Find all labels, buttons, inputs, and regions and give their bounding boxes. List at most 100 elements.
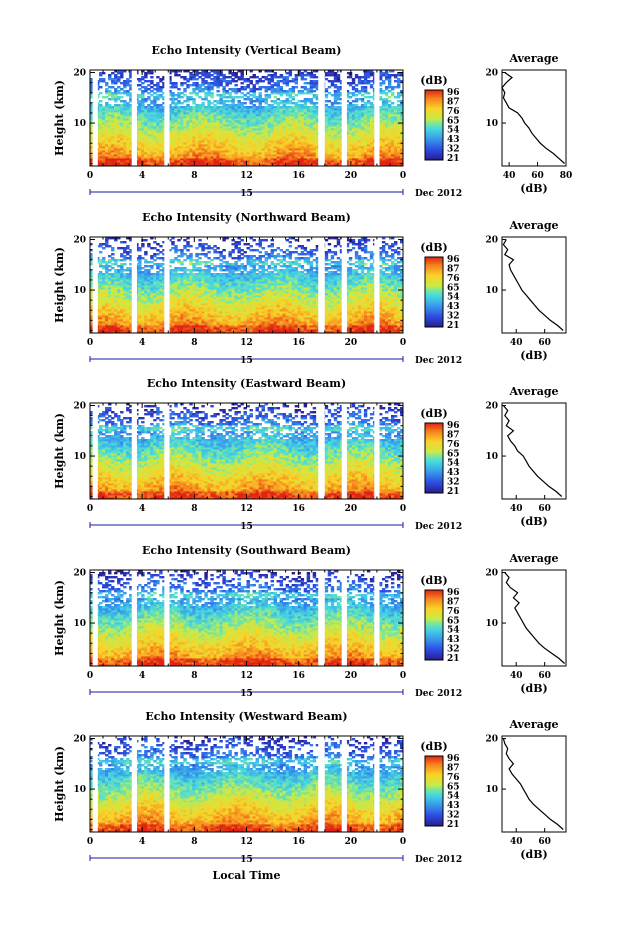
heatmap-cell: [252, 154, 256, 157]
heatmap-cell: [195, 92, 199, 95]
heatmap-cell: [177, 158, 181, 161]
heatmap-cell: [156, 150, 160, 153]
heatmap-cell: [105, 134, 109, 137]
heatmap-cell: [270, 90, 274, 93]
heatmap-cell: [327, 124, 332, 127]
heatmap-cell: [147, 144, 151, 147]
heatmap-cell: [189, 126, 193, 129]
heatmap-cell: [396, 164, 401, 167]
heatmap-cell: [144, 132, 148, 135]
heatmap-cell: [162, 112, 166, 115]
heatmap-cell: [162, 158, 166, 161]
heatmap-cell: [162, 138, 166, 141]
heatmap-cell: [168, 70, 172, 73]
heatmap-cell: [249, 132, 253, 135]
heatmap-cell: [390, 150, 395, 153]
heatmap-cell: [282, 130, 287, 133]
heatmap-cell: [219, 140, 223, 143]
heatmap-cell: [153, 140, 157, 143]
heatmap-cell: [156, 124, 160, 127]
heatmap-cell: [303, 154, 308, 157]
heatmap-cell: [312, 158, 317, 161]
heatmap-cell: [357, 92, 362, 95]
average-y-tick-label: 10: [485, 119, 498, 129]
heatmap-cell: [183, 164, 187, 167]
heatmap-cell: [363, 80, 368, 83]
heatmap-cell: [369, 156, 374, 159]
heatmap-cell: [261, 130, 265, 133]
heatmap-cell: [360, 118, 365, 121]
heatmap-cell: [333, 100, 338, 103]
heatmap-cell: [273, 144, 277, 147]
heatmap-cell: [114, 106, 118, 109]
heatmap-cell: [114, 329, 118, 332]
heatmap-cell: [129, 128, 133, 131]
heatmap-cell: [150, 136, 154, 139]
heatmap-cell: [117, 112, 121, 115]
heatmap-cell: [390, 130, 395, 133]
heatmap-cell: [90, 118, 94, 121]
heatmap-cell: [105, 108, 109, 111]
heatmap-cell: [366, 130, 371, 133]
heatmap-cell: [237, 154, 241, 157]
heatmap-cell: [390, 108, 395, 111]
heatmap-cell: [171, 118, 175, 121]
heatmap-cell: [141, 329, 145, 332]
heatmap-cell: [288, 154, 293, 157]
heatmap-cell: [270, 134, 274, 137]
heatmap-cell: [399, 154, 404, 157]
heatmap-cell: [363, 154, 368, 157]
heatmap-cell: [351, 164, 356, 167]
heatmap-cell: [141, 96, 145, 99]
heatmap-cell: [144, 148, 148, 151]
heatmap-cell: [144, 152, 148, 155]
heatmap-cell: [192, 112, 196, 115]
heatmap-cell: [378, 331, 383, 334]
heatmap-cell: [384, 134, 389, 137]
heatmap-cell: [123, 90, 127, 93]
heatmap-cell: [216, 156, 220, 159]
heatmap-cell: [249, 156, 253, 159]
heatmap-cell: [336, 116, 341, 119]
heatmap-cell: [159, 156, 163, 159]
heatmap-cell: [237, 90, 241, 93]
heatmap-cell: [345, 108, 350, 111]
heatmap-cell: [396, 134, 401, 137]
heatmap-cell: [108, 112, 112, 115]
heatmap-cell: [138, 120, 142, 123]
heatmap-cell: [219, 84, 223, 87]
heatmap-cell: [354, 138, 359, 141]
heatmap-cell: [120, 148, 124, 151]
heatmap-cell: [150, 156, 154, 159]
heatmap-cell: [354, 148, 359, 151]
heatmap-cell: [291, 108, 296, 111]
heatmap-cell: [282, 114, 287, 117]
heatmap-cell: [129, 158, 133, 161]
heatmap-cell: [90, 88, 94, 91]
heatmap-cell: [111, 144, 115, 147]
heatmap-cell: [324, 72, 329, 75]
heatmap-cell: [297, 112, 302, 115]
heatmap-cell: [201, 78, 205, 81]
heatmap-cell: [258, 146, 262, 149]
heatmap-cell: [330, 331, 335, 334]
heatmap-cell: [159, 90, 163, 93]
heatmap-cell: [333, 140, 338, 143]
heatmap-cell: [315, 118, 320, 121]
heatmap-cell: [288, 142, 293, 145]
heatmap-cell: [147, 98, 151, 101]
heatmap-cell: [279, 140, 284, 143]
heatmap-cell: [183, 134, 187, 137]
heatmap-cell: [294, 154, 299, 157]
heatmap-cell: [126, 162, 130, 165]
heatmap-cell: [243, 152, 247, 155]
heatmap-cell: [216, 120, 220, 123]
heatmap-cell: [246, 148, 250, 151]
heatmap-cell: [102, 120, 106, 123]
heatmap-cell: [309, 150, 314, 153]
heatmap-cell: [333, 106, 338, 109]
heatmap-cell: [195, 150, 199, 153]
heatmap-cell: [285, 82, 290, 85]
heatmap-cell: [159, 132, 163, 135]
heatmap-cell: [171, 130, 175, 133]
